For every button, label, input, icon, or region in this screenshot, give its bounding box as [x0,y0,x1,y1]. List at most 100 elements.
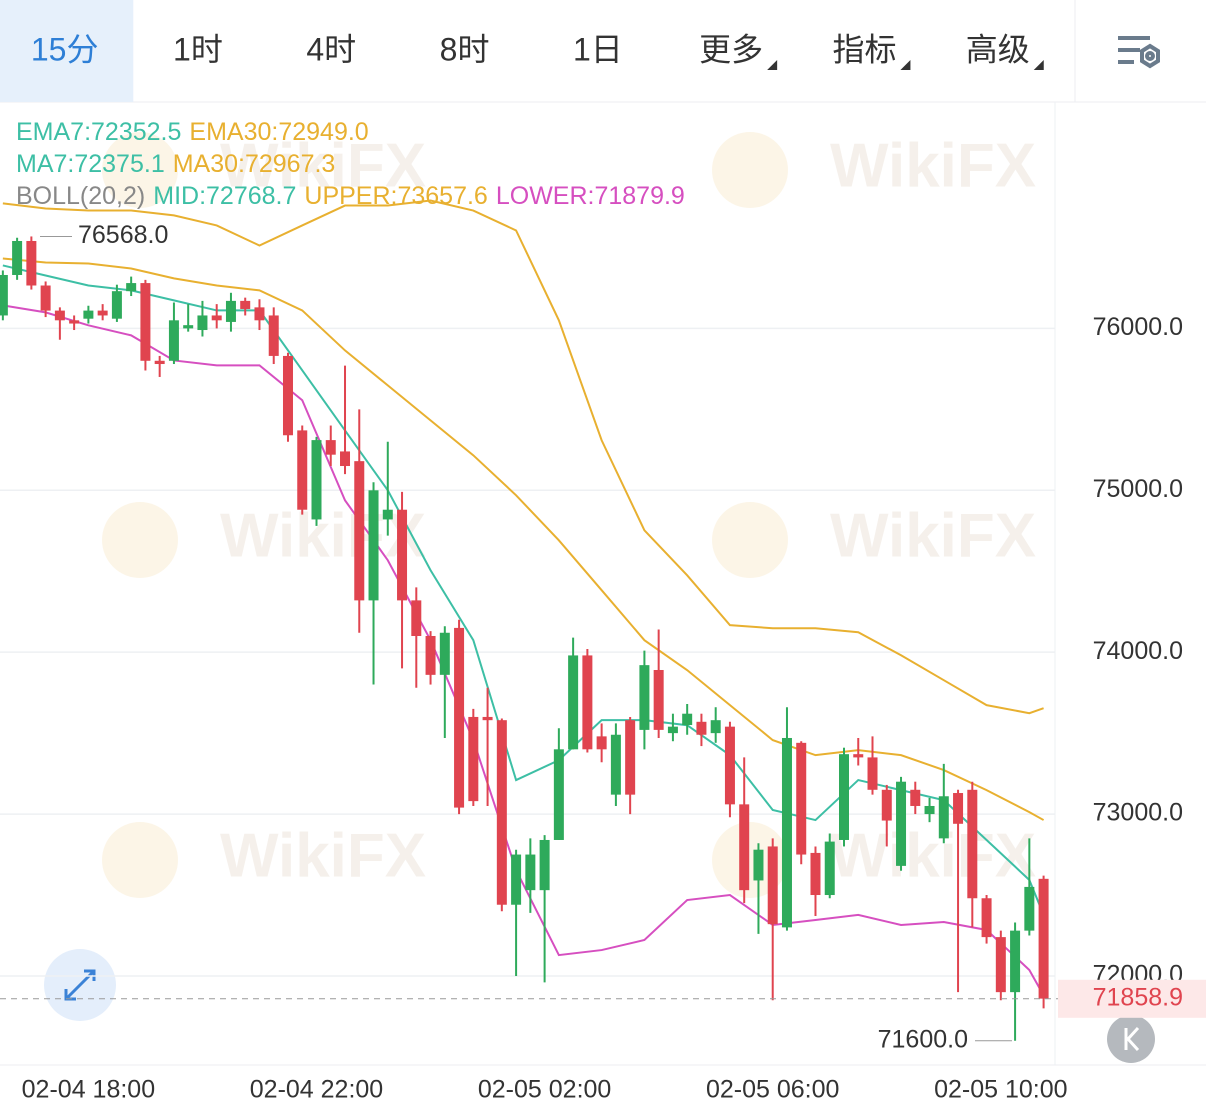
current-price-label: 71858.9 [1093,983,1183,1011]
candle-body [83,310,94,319]
candle-body [781,737,792,928]
tab[interactable]: 1时 [173,31,223,67]
candle-body [896,781,907,866]
candle-body [468,716,479,802]
candle-body [111,291,122,319]
candle-body [653,669,664,730]
watermark-logo [102,132,178,208]
candle-body [867,757,878,790]
candle-body [454,627,465,808]
candle-body [511,854,522,905]
candle-body [682,713,693,726]
candle-body [268,315,279,356]
candle-body [382,509,393,520]
candle-body [368,490,379,601]
y-tick-label: 74000.0 [1093,637,1183,665]
tab[interactable]: 1日 [573,31,623,67]
candle-body [0,274,8,316]
candle-body [710,720,721,734]
tab[interactable]: 更多 [699,31,763,67]
indicator-line [2,304,1045,996]
candle-body [610,734,621,795]
candle-body [910,789,921,806]
candles [0,236,1049,1041]
candle-body [183,325,194,329]
candle-body [311,440,322,520]
candle-body [568,655,579,750]
candle-body [539,839,550,891]
settings-icon[interactable] [1118,36,1160,69]
candle-body [995,937,1006,993]
legend-item: EMA7:72352.5 [16,118,181,146]
watermark-logo [712,502,788,578]
back-button[interactable] [1107,1015,1155,1063]
candle-body [168,320,179,361]
labels: 72000.073000.074000.075000.076000.002-04… [0,118,1206,1104]
candle-body [739,804,750,891]
candle-body [667,726,678,734]
candle-body [839,754,849,840]
candle-body [938,796,949,839]
candle-body [881,789,892,821]
candle-body [824,841,835,896]
dropdown-arrow [900,60,911,70]
expand-button[interactable] [44,949,116,1021]
legend-item: UPPER:73657.6 [304,182,487,210]
candle-body [582,655,593,750]
candle-body [1024,886,1035,931]
indicator-line [2,264,1045,916]
candle-body [140,283,151,361]
candle-body [1038,878,1049,999]
watermark: WikiFX [220,821,426,890]
candle-body [967,789,978,899]
candle-body [425,635,436,675]
candle-body [69,320,80,324]
x-tick-label: 02-05 02:00 [478,1076,611,1104]
indicator-line [2,257,1045,821]
candle-body [254,307,265,321]
tab[interactable]: 8时 [440,31,490,67]
active-tab-bg [0,0,134,102]
watermark-logo [102,502,178,578]
legend-item: MA7:72375.1 [16,150,165,178]
candle-body [340,451,351,467]
candle-body [724,726,735,805]
candle-body [482,716,493,721]
candle-body [810,852,821,896]
dropdown-arrow [1033,60,1044,70]
watermark: WikiFX [220,501,426,570]
grid [0,327,1055,977]
candle-body [525,854,536,891]
x-tick-label: 02-05 06:00 [706,1076,839,1104]
legend-item: BOLL(20,2) [16,182,145,210]
tab[interactable]: 4时 [306,31,356,67]
candle-body [496,720,507,905]
candle-body [97,310,108,316]
tab[interactable]: 15分 [31,31,99,67]
candle-body [953,793,964,824]
candle-body [639,665,650,730]
candle-body [240,300,251,309]
candle-body [40,285,51,311]
candle-body [439,632,450,675]
legend-item: MID:72768.7 [153,182,296,210]
candle-body [211,315,222,321]
candle-body [54,310,65,321]
candle-body [197,315,208,331]
candle-body [696,721,707,735]
candle-body [625,720,636,795]
candle-body [981,898,992,938]
tab[interactable]: 高级 [966,31,1030,67]
candle-body [354,461,365,601]
candle-body [753,849,764,881]
watermark: WikiFX [830,501,1036,570]
legend-item: EMA30:72949.0 [189,118,368,146]
tab[interactable]: 指标 [832,31,896,67]
candle-body [282,355,293,436]
low-marker-label: 71600.0 [878,1025,968,1053]
dropdown-arrow [767,60,778,70]
watermark-logo [102,822,178,898]
candle-body [397,509,408,601]
candle-body [325,440,336,455]
watermark-logo [712,132,788,208]
